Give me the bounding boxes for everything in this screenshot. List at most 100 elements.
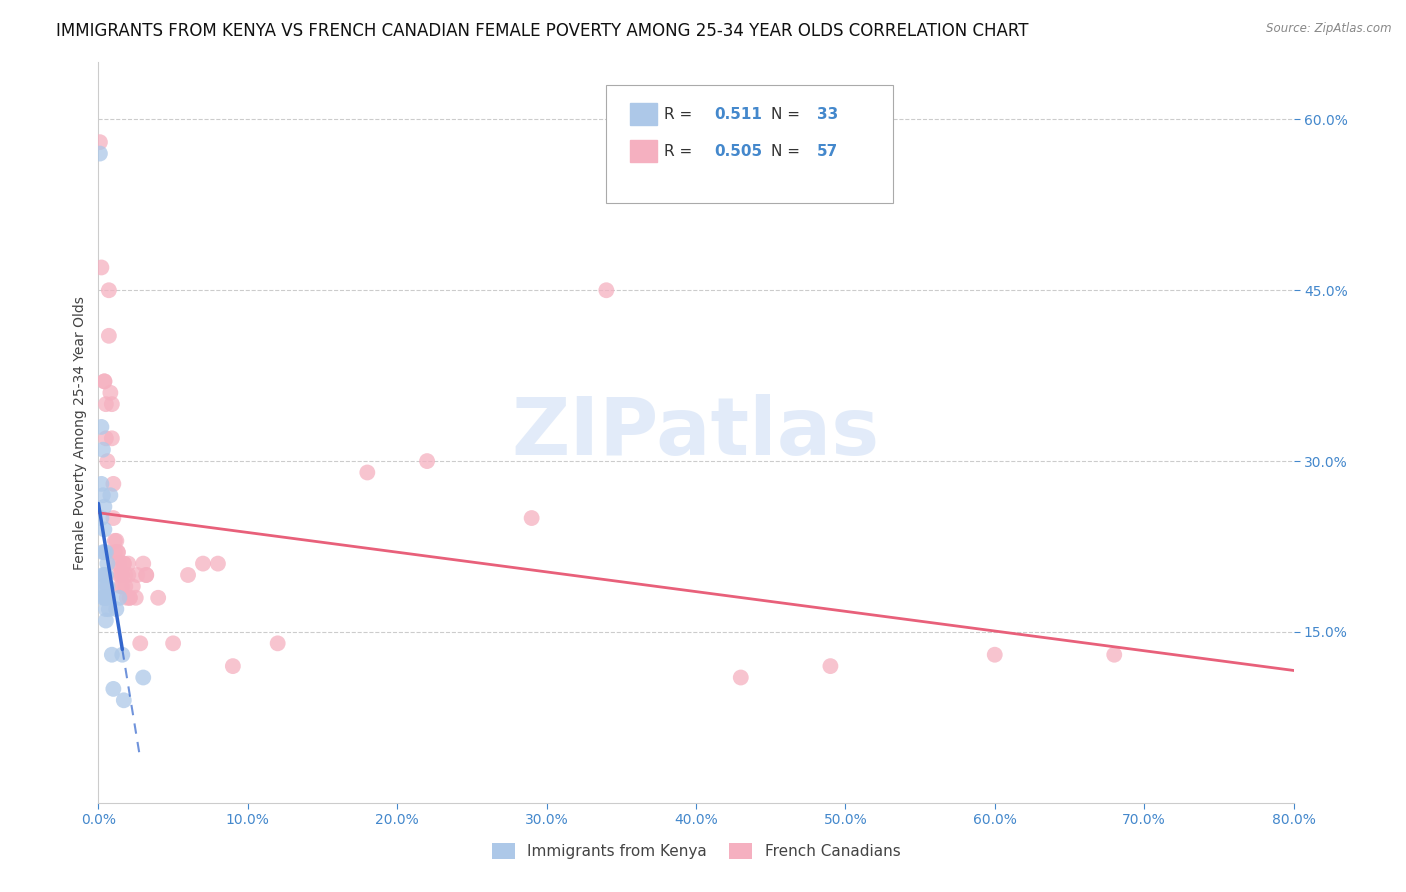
Point [110, 579, 132, 593]
Point [125, 591, 148, 605]
Point [93, 375, 115, 389]
Point [94, 545, 117, 559]
Point [96, 591, 118, 605]
Point [91, 545, 114, 559]
Point [94, 397, 117, 411]
Point [207, 557, 229, 571]
Text: IMMIGRANTS FROM KENYA VS FRENCH CANADIAN FEMALE POVERTY AMONG 25-34 YEAR OLDS CO: IMMIGRANTS FROM KENYA VS FRENCH CANADIAN… [56, 22, 1029, 40]
Point [112, 557, 135, 571]
Point [94, 591, 117, 605]
Point [730, 671, 752, 685]
Point [98, 385, 122, 400]
Legend: Immigrants from Kenya, French Canadians: Immigrants from Kenya, French Canadians [485, 838, 907, 865]
Text: N =: N = [772, 107, 800, 122]
Point [94, 614, 117, 628]
Point [121, 579, 143, 593]
Point [108, 591, 131, 605]
Point [105, 557, 128, 571]
Text: R =: R = [664, 144, 692, 159]
Point [93, 579, 115, 593]
Point [101, 431, 124, 445]
Point [101, 397, 124, 411]
Point [111, 648, 134, 662]
Point [104, 545, 127, 559]
Text: 0.505: 0.505 [714, 144, 762, 159]
Point [91, 442, 114, 457]
Point [96, 579, 118, 593]
Point [117, 568, 139, 582]
Point [103, 476, 125, 491]
Point [117, 557, 139, 571]
Point [148, 591, 170, 605]
Point [90, 420, 112, 434]
Point [93, 523, 115, 537]
Point [110, 568, 132, 582]
Point [115, 591, 138, 605]
Point [89, 146, 111, 161]
Point [520, 511, 543, 525]
Point [93, 375, 115, 389]
Point [91, 591, 114, 605]
Point [267, 636, 290, 650]
Text: N =: N = [772, 144, 800, 159]
Point [162, 636, 184, 650]
Point [94, 431, 117, 445]
Point [103, 681, 125, 696]
Point [132, 557, 155, 571]
Point [93, 591, 115, 605]
Text: R =: R = [664, 107, 692, 122]
Point [984, 648, 1007, 662]
Point [595, 283, 617, 297]
Point [103, 511, 125, 525]
Point [90, 260, 112, 275]
Point [191, 557, 214, 571]
Text: 33: 33 [817, 107, 838, 122]
Text: Source: ZipAtlas.com: Source: ZipAtlas.com [1267, 22, 1392, 36]
Point [118, 591, 141, 605]
Text: 0.511: 0.511 [714, 107, 762, 122]
Point [91, 568, 114, 582]
Y-axis label: Female Poverty Among 25-34 Year Olds: Female Poverty Among 25-34 Year Olds [73, 295, 87, 570]
Point [111, 568, 134, 582]
FancyBboxPatch shape [606, 85, 893, 203]
Point [89, 135, 111, 149]
Text: ZIPatlas: ZIPatlas [512, 393, 880, 472]
Point [114, 579, 136, 593]
Point [90, 476, 112, 491]
Point [105, 602, 128, 616]
Point [97, 602, 120, 616]
Point [416, 454, 439, 468]
Point [112, 693, 135, 707]
Point [135, 568, 157, 582]
Point [93, 545, 115, 559]
Point [356, 466, 378, 480]
Point [104, 533, 127, 548]
Point [101, 648, 124, 662]
Point [98, 488, 122, 502]
Point [820, 659, 842, 673]
Point [96, 454, 118, 468]
Point [111, 579, 134, 593]
Point [107, 545, 129, 559]
Bar [630, 103, 657, 126]
Point [129, 636, 152, 650]
Point [96, 557, 118, 571]
Point [108, 568, 131, 582]
Point [94, 602, 117, 616]
Point [1104, 648, 1126, 662]
Point [127, 568, 149, 582]
Point [135, 568, 157, 582]
Point [222, 659, 245, 673]
Point [105, 533, 128, 548]
Point [90, 511, 112, 525]
Point [97, 283, 120, 297]
Point [114, 568, 136, 582]
Text: 57: 57 [817, 144, 838, 159]
Point [112, 557, 135, 571]
Bar [630, 140, 657, 162]
Point [91, 579, 114, 593]
Point [132, 671, 155, 685]
Point [91, 488, 114, 502]
Point [93, 568, 115, 582]
Point [94, 568, 117, 582]
